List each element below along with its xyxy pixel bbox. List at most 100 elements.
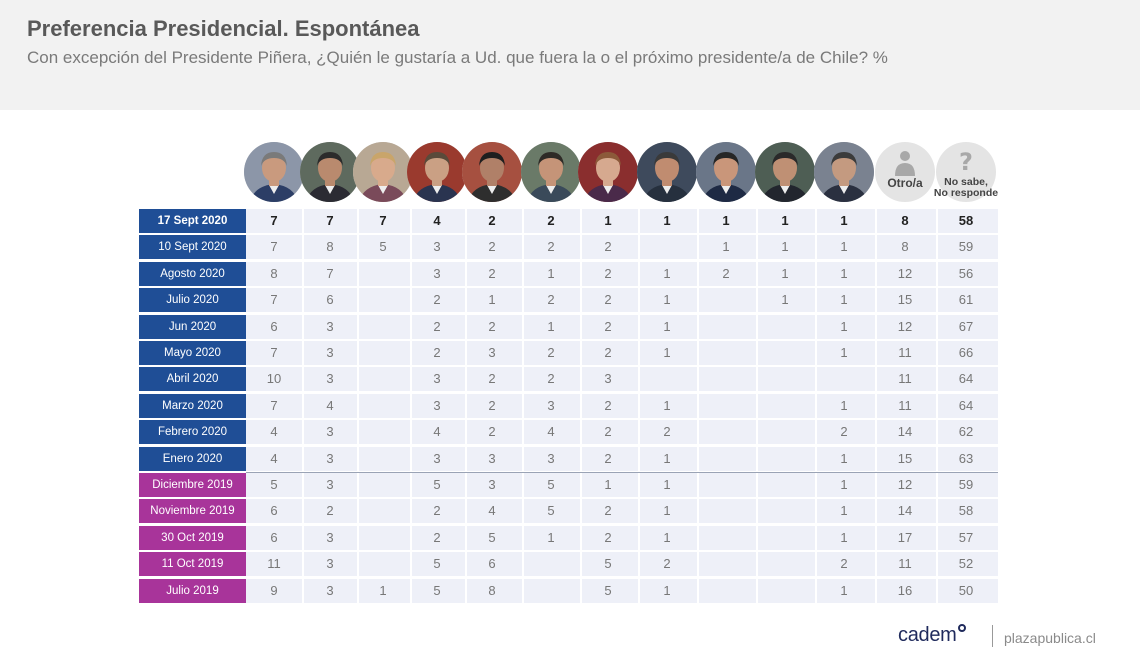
table-cell-value: 3 [604,371,612,386]
row-date-label: 10 Sept 2020 [139,235,246,259]
cell-divider [756,394,758,418]
table-cell-value: 2 [488,371,496,386]
row-date-label: Julio 2020 [139,288,246,312]
cell-divider [522,447,524,471]
table-cell-value: 2 [326,503,334,518]
cell-divider [936,552,938,576]
cell-divider [815,315,817,339]
table-cell-value: 7 [270,213,278,228]
cell-divider [697,552,699,576]
no-sabe-label-line: No responde [933,187,999,199]
no-sabe-label: No sabe, No responde [932,177,1000,199]
row-date-label: Agosto 2020 [139,262,246,286]
table-row [246,288,998,312]
cell-divider [357,473,359,497]
cell-divider [815,579,817,603]
cell-divider [756,315,758,339]
table-cell-value: 3 [488,477,496,492]
cell-divider [756,209,758,233]
table-cell-value: 1 [547,530,555,545]
table-cell-value: 1 [781,266,789,281]
cell-divider [875,526,877,550]
table-cell-value: 1 [781,213,789,228]
cell-divider [875,367,877,391]
cell-divider [638,579,640,603]
table-cell-value: 1 [663,503,671,518]
cell-divider [756,420,758,444]
row-date-label: Febrero 2020 [139,420,246,444]
table-cell-value: 8 [901,213,909,228]
cell-divider [410,499,412,523]
question-icon: ? [959,148,973,176]
row-date-label: Diciembre 2019 [139,473,246,497]
no-sabe-label-line: No sabe, [944,176,988,188]
table-cell-value: 12 [897,266,913,281]
cell-divider [638,288,640,312]
cell-divider [697,209,699,233]
table-cell-value: 14 [897,424,913,439]
header-band [0,0,1140,110]
table-cell-value: 67 [958,319,974,334]
cell-divider [638,341,640,365]
cell-divider [522,262,524,286]
table-cell-value: 7 [270,292,278,307]
table-cell-value: 4 [547,424,555,439]
cell-divider [465,262,467,286]
cell-divider [697,579,699,603]
candidate-8-photo-icon [637,142,697,202]
cell-divider [580,447,582,471]
cell-divider [410,341,412,365]
table-cell-value: 1 [663,451,671,466]
table-cell-value: 1 [840,345,848,360]
table-row [246,367,998,391]
cell-divider [357,341,359,365]
table-cell-value: 61 [958,292,974,307]
cell-divider [410,367,412,391]
cell-divider [357,526,359,550]
cadem-logo-text: cadem [898,624,957,646]
candidate-9-photo-icon [696,142,756,202]
candidate-10-photo-icon [755,142,815,202]
cell-divider [815,341,817,365]
table-cell-value: 10 [266,371,282,386]
table-cell-value: 58 [958,213,974,228]
table-cell-value: 2 [433,503,441,518]
cell-divider [302,315,304,339]
table-cell-value: 2 [840,424,848,439]
cell-divider [522,209,524,233]
table-cell-value: 1 [840,583,848,598]
table-cell-value: 1 [840,503,848,518]
row-date-label: 30 Oct 2019 [139,526,246,550]
table-cell-value: 3 [433,371,441,386]
table-cell-value: 3 [326,530,334,545]
cell-divider [936,499,938,523]
table-cell-value: 3 [326,345,334,360]
cell-divider [697,394,699,418]
candidate-11-photo-icon [814,142,874,202]
table-cell-value: 1 [604,477,612,492]
cell-divider [357,288,359,312]
table-cell-value: 2 [488,398,496,413]
cell-divider [875,552,877,576]
table-cell-value: 2 [433,530,441,545]
cell-divider [875,499,877,523]
cell-divider [756,447,758,471]
table-cell-value: 6 [270,319,278,334]
cell-divider [936,526,938,550]
footer-divider [992,625,993,647]
table-cell-value: 12 [897,477,913,492]
cell-divider [875,209,877,233]
cell-divider [302,526,304,550]
cell-divider [580,420,582,444]
cell-divider [815,526,817,550]
table-cell-value: 11 [898,398,912,413]
cell-divider [697,367,699,391]
cell-divider [936,579,938,603]
cell-divider [936,473,938,497]
year-separator [246,472,998,473]
cadem-logo: cadem [898,624,966,647]
table-cell-value: 1 [840,213,848,228]
table-cell-value: 5 [604,556,612,571]
cell-divider [465,235,467,259]
table-row [246,447,998,471]
